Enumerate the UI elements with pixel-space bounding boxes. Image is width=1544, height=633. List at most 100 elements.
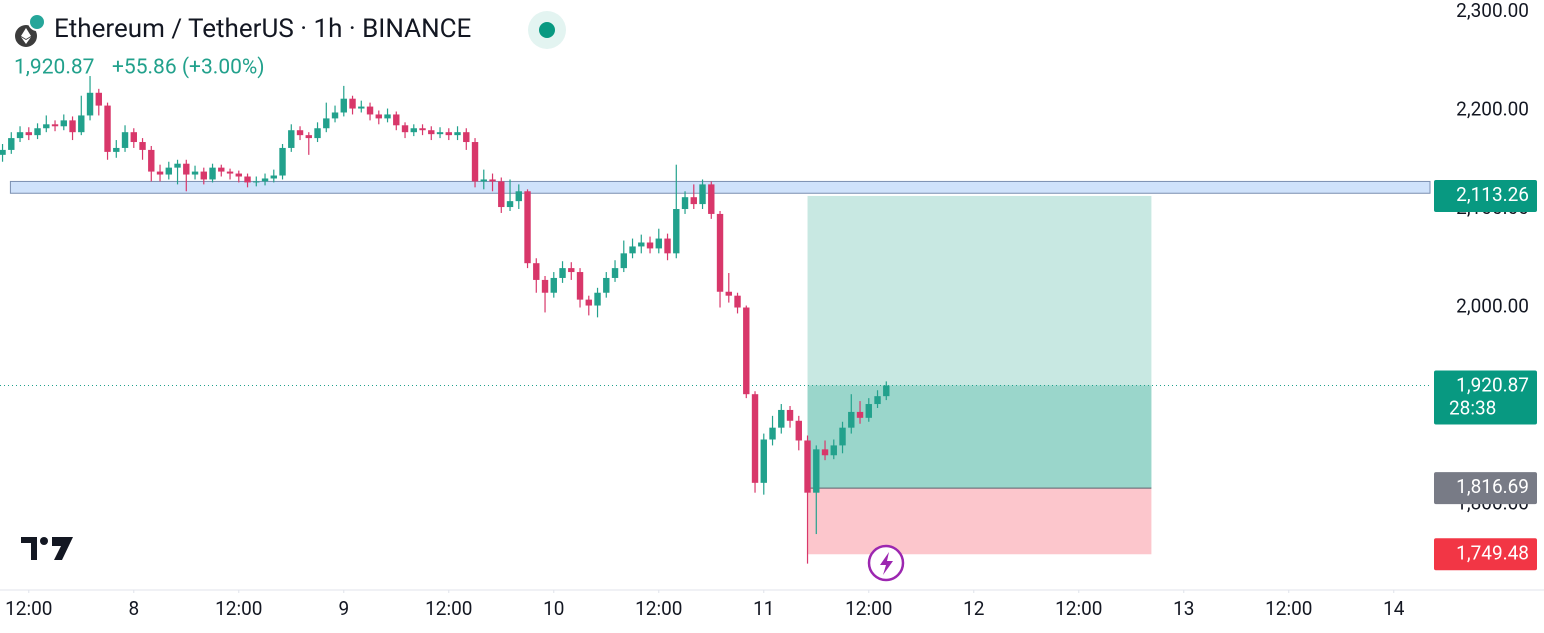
usdt-icon (28, 13, 46, 31)
candle-body (60, 120, 67, 127)
candle-body (244, 176, 251, 183)
candle-body (104, 105, 111, 152)
candle-body (121, 132, 129, 148)
candle-body (541, 279, 549, 293)
candle-body (226, 171, 234, 174)
candle-body (690, 197, 697, 205)
candle-body (296, 130, 304, 136)
candle-body (515, 191, 522, 202)
candle-body (585, 299, 592, 306)
x-tick-label: 12:00 (1055, 597, 1102, 620)
target-label: 2,113.26 (1456, 183, 1529, 206)
y-tick-label: 2,000.00 (1456, 295, 1529, 318)
candle-body (331, 112, 339, 119)
axis-overlay: 1,800.002,000.002,100.002,200.002,300.00… (5, 0, 1537, 620)
x-tick-label: 13 (1173, 597, 1194, 620)
candle-body (804, 440, 811, 493)
candle-body (576, 272, 584, 300)
candle-body (778, 409, 785, 428)
x-tick-label: 12:00 (425, 597, 472, 620)
candle-body (270, 175, 277, 179)
candle-body (8, 138, 15, 150)
current-label-countdown: 28:38 (1449, 396, 1496, 419)
chart-title: Ethereum / TetherUS · 1h · BINANCE (54, 14, 471, 44)
candle-body (34, 128, 41, 136)
candle-body (253, 181, 260, 183)
x-tick-label: 9 (338, 597, 349, 620)
candle-body (559, 268, 566, 278)
plot-area (0, 76, 1431, 564)
candle-body (130, 132, 137, 143)
candle-body (16, 132, 24, 139)
eth-glyph (21, 28, 31, 44)
open-profit (807, 385, 1152, 489)
candle-body (594, 292, 601, 306)
x-tick-label: 8 (128, 597, 139, 620)
candle-body (611, 268, 619, 278)
candle-body (78, 115, 85, 133)
support-zone (9, 180, 1431, 194)
candle-body (349, 98, 356, 109)
candle-body (603, 277, 610, 293)
candle-body (550, 277, 557, 293)
candle-body (865, 404, 872, 418)
candle-body (734, 295, 741, 308)
candle-body (498, 181, 505, 208)
candle-body (568, 268, 575, 273)
candle-body (113, 147, 120, 152)
candle-body (279, 147, 286, 176)
candle-body (839, 427, 846, 446)
candle-body (716, 213, 724, 292)
candle-body (480, 179, 487, 182)
candle-body (410, 128, 417, 133)
candle-body (821, 449, 829, 456)
candle-body (384, 114, 391, 119)
candle-body (393, 114, 400, 126)
candle-body (191, 171, 199, 175)
candle-body (51, 124, 59, 127)
candle-body (725, 291, 732, 296)
entry-label: 1,816.69 (1456, 475, 1529, 498)
candle-body (183, 163, 190, 175)
candle-body (786, 409, 794, 421)
candle-body (25, 132, 32, 136)
candle-body (699, 184, 706, 205)
candle-body (620, 253, 627, 269)
candle-body (708, 184, 715, 214)
candle-body (305, 135, 312, 139)
candle-body (0, 149, 6, 155)
candle-body (489, 179, 496, 182)
x-tick-label: 12:00 (1265, 597, 1312, 620)
x-tick-label: 12 (963, 597, 984, 620)
candle-body (139, 142, 146, 150)
candle-body (340, 98, 347, 113)
entry-label-bg (1434, 472, 1537, 505)
tv-logo (21, 537, 73, 560)
status-dot (539, 22, 555, 38)
candle-body (165, 167, 172, 175)
x-tick-label: 12:00 (635, 597, 682, 620)
candle-body (174, 163, 181, 168)
candle-body (366, 106, 374, 115)
x-tick-label: 10 (543, 597, 564, 620)
candle-body (235, 173, 242, 177)
candle-body (454, 132, 461, 136)
x-tick-label: 11 (753, 597, 774, 620)
candle-body (769, 427, 776, 440)
candle-body (156, 171, 164, 175)
candle-body (743, 307, 750, 395)
candle-body (524, 191, 531, 264)
candle-body (401, 125, 409, 133)
current-label-bg (1434, 370, 1537, 425)
candle-body (533, 263, 540, 280)
candle-body (830, 445, 837, 456)
candle-body (848, 411, 855, 428)
candle-body (200, 171, 207, 180)
x-tick-label: 12:00 (5, 597, 52, 620)
candle-body (856, 411, 864, 418)
candle-body (673, 209, 680, 254)
candle-body (795, 420, 802, 441)
